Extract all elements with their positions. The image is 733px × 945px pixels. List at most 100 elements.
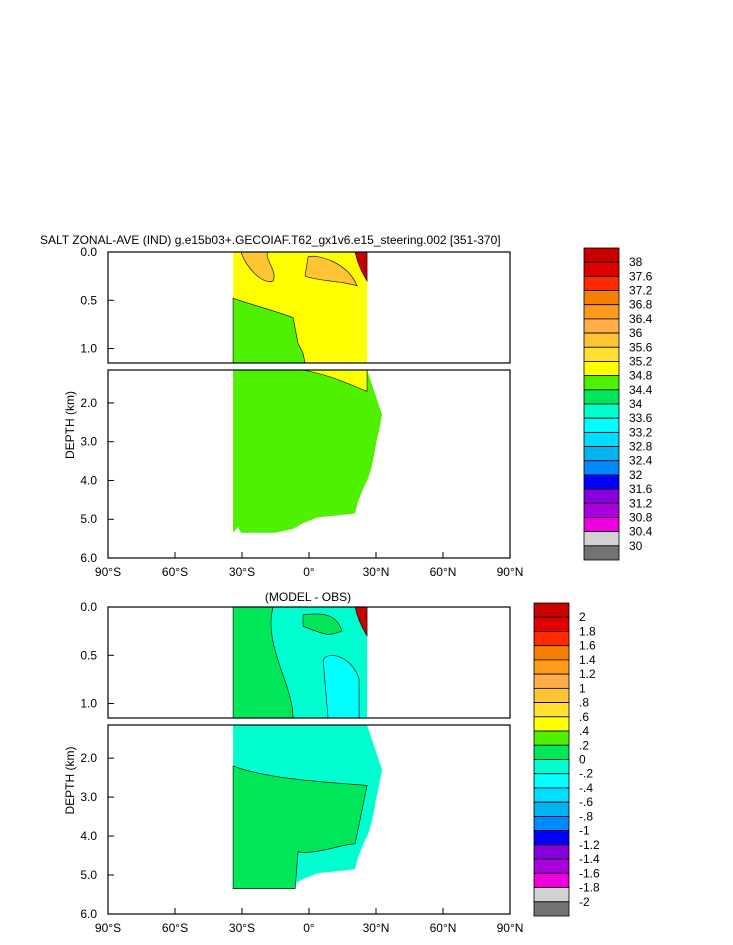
y-tick-label: 2.0 <box>80 396 97 410</box>
colorbar-swatch <box>533 830 570 846</box>
colorbar-label: 33.2 <box>629 425 653 439</box>
colorbar-label: .8 <box>579 696 589 710</box>
upper-axes-frame <box>107 606 511 719</box>
colorbar-swatch <box>583 531 620 547</box>
colorbar-swatch <box>583 488 620 504</box>
colorbar-label: -1.2 <box>579 838 600 852</box>
field-region <box>303 369 368 392</box>
colorbar-label: 32.8 <box>629 440 653 454</box>
colorbar-swatch <box>533 773 570 789</box>
colorbar-label: -1.4 <box>579 852 600 866</box>
colorbar-swatch <box>583 417 620 433</box>
x-tick-label: 90°S <box>95 565 121 579</box>
colorbar-swatch <box>533 759 570 775</box>
colorbar-swatch <box>533 901 570 917</box>
colorbar-swatch <box>533 801 570 817</box>
y-tick-label: 6.0 <box>80 907 97 921</box>
colorbar-label: 1.8 <box>579 624 596 638</box>
x-tick-label: 60°N <box>430 921 457 935</box>
x-tick-label: 90°N <box>497 921 524 935</box>
field-region <box>354 251 368 283</box>
colorbar-label: 30 <box>629 539 643 553</box>
colorbar-label: 34.8 <box>629 369 653 383</box>
colorbar-swatch <box>533 602 570 618</box>
x-tick-label: 0° <box>303 565 315 579</box>
colorbar-swatch <box>583 389 620 405</box>
colorbar-label: 2 <box>579 610 586 624</box>
difference-panel: 0.0 0.5 1.0 2.0 3.0 4.0 5.0 6.090°S 60°S 30°S 0° 30… <box>63 590 600 935</box>
colorbar-label: -1 <box>579 824 590 838</box>
colorbar-swatch <box>533 687 570 703</box>
chart-title: (MODEL - OBS) <box>265 590 351 604</box>
colorbar-label: -1.6 <box>579 866 600 880</box>
colorbar-swatch <box>583 375 620 391</box>
colorbar-label: 35.2 <box>629 354 653 368</box>
colorbar-swatch <box>533 631 570 647</box>
colorbar-label: 30.4 <box>629 525 653 539</box>
colorbar-label: .4 <box>579 724 589 738</box>
y-tick-label: 1.0 <box>80 697 97 711</box>
colorbar-label: 1.6 <box>579 639 596 653</box>
colorbar: 3837.637.236.836.43635.635.234.834.43433… <box>583 247 653 561</box>
upper-section-field <box>232 251 368 364</box>
y-tick-label: 0.0 <box>80 600 97 614</box>
colorbar-label: -1.8 <box>579 881 600 895</box>
x-tick-label: 30°N <box>363 921 390 935</box>
colorbar-label: 1.4 <box>579 653 596 667</box>
colorbar-label: 1.2 <box>579 667 596 681</box>
colorbar-swatch <box>583 332 620 348</box>
colorbar-swatch <box>583 431 620 447</box>
colorbar-swatch <box>583 275 620 291</box>
field-region <box>232 765 368 889</box>
colorbar-label: .6 <box>579 710 589 724</box>
colorbar-label: 37.2 <box>629 284 653 298</box>
colorbar-swatch <box>583 261 620 277</box>
y-axis-label: DEPTH (km) <box>63 747 77 815</box>
y-tick-label: 5.0 <box>80 512 97 526</box>
colorbar: 21.81.61.41.21.8.6.4.20-.2-.4-.6-.8-1-1.… <box>533 602 600 917</box>
y-tick-label: 5.0 <box>80 868 97 882</box>
y-tick-label: 4.0 <box>80 473 97 487</box>
colorbar-swatch <box>583 304 620 320</box>
colorbar-swatch <box>533 616 570 632</box>
colorbar-label: 1 <box>579 681 586 695</box>
field-region <box>304 255 358 287</box>
chart-title: SALT ZONAL-AVE (IND) g.e15b03+.GECOIAF.T… <box>40 233 501 247</box>
colorbar-label: 31.2 <box>629 496 653 510</box>
colorbar-label: .2 <box>579 738 589 752</box>
x-tick-label: 30°S <box>229 921 255 935</box>
colorbar-swatch <box>533 844 570 860</box>
y-tick-label: 1.0 <box>80 342 97 356</box>
lower-section-field <box>233 369 383 533</box>
colorbar-swatch <box>533 645 570 661</box>
upper-section-field <box>232 606 368 719</box>
colorbar-swatch <box>533 872 570 888</box>
colorbar-label: 33.6 <box>629 411 653 425</box>
field-region <box>240 251 275 282</box>
colorbar-label: 35.6 <box>629 340 653 354</box>
colorbar-swatch <box>533 659 570 675</box>
x-tick-label: 60°S <box>162 921 188 935</box>
y-axis-label: DEPTH (km) <box>63 391 77 459</box>
colorbar-swatch <box>583 346 620 362</box>
colorbar-label: 38 <box>629 255 643 269</box>
x-tick-label: 90°N <box>497 565 524 579</box>
colorbar-swatch <box>533 744 570 760</box>
y-tick-label: 2.0 <box>80 751 97 765</box>
colorbar-swatch <box>583 403 620 419</box>
colorbar-label: 32 <box>629 468 643 482</box>
colorbar-label: 0 <box>579 753 586 767</box>
upper-axes-frame <box>107 251 511 364</box>
colorbar-swatch <box>583 517 620 533</box>
colorbar-swatch <box>583 545 620 561</box>
x-tick-label: 60°N <box>430 565 457 579</box>
colorbar-swatch <box>533 787 570 803</box>
y-tick-label: 0.5 <box>80 648 97 662</box>
colorbar-label: 31.6 <box>629 482 653 496</box>
colorbar-label: 36.4 <box>629 312 653 326</box>
x-tick-label: 60°S <box>162 565 188 579</box>
colorbar-label: 30.8 <box>629 510 653 524</box>
colorbar-swatch <box>583 502 620 518</box>
field-region <box>233 370 383 533</box>
